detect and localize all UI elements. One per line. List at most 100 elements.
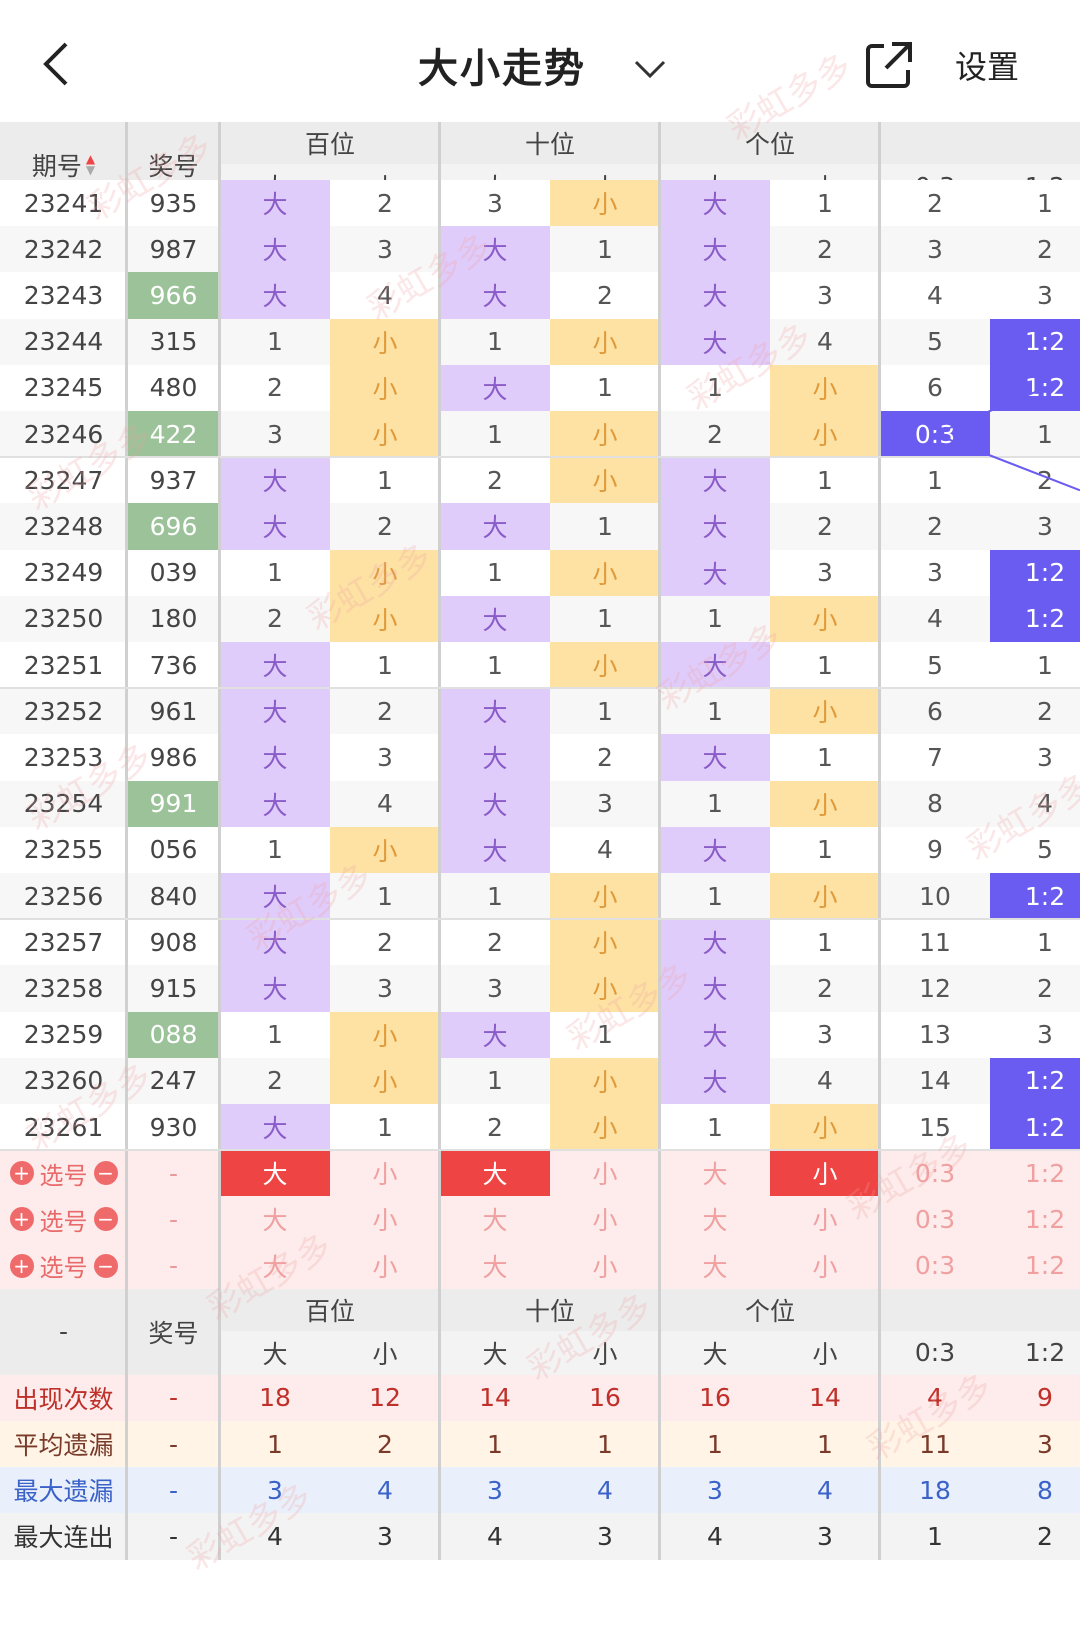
- trend-cell: 1: [330, 1104, 440, 1151]
- number-cell: 930: [127, 1104, 220, 1151]
- trend-cell: 大: [220, 272, 330, 319]
- trend-cell: 4: [330, 272, 440, 319]
- pick-toggle[interactable]: 小: [330, 1150, 440, 1197]
- chevron-down-icon[interactable]: [630, 48, 670, 88]
- footer-ratio-group: [880, 1288, 1080, 1331]
- stat-label: 平均遗漏: [0, 1421, 127, 1468]
- footer-ratio-header: 1:2: [990, 1330, 1080, 1375]
- trend-cell: 1: [440, 1057, 550, 1104]
- trend-cell: 1: [550, 364, 660, 411]
- pick-toggle[interactable]: 小: [770, 1242, 880, 1289]
- pick-ratio-toggle[interactable]: 1:2: [990, 1242, 1080, 1289]
- trend-cell: 大: [660, 226, 770, 273]
- stat-value: 3: [990, 1421, 1080, 1468]
- pick-toggle[interactable]: 小: [550, 1150, 660, 1197]
- issue-cell: 23249: [0, 549, 127, 596]
- trend-cell: 1: [220, 318, 330, 365]
- stat-value: 18: [880, 1467, 990, 1514]
- page-title[interactable]: 大小走势: [418, 46, 586, 92]
- remove-pick-icon[interactable]: −: [93, 1161, 118, 1186]
- remove-pick-icon[interactable]: −: [93, 1253, 118, 1278]
- number-cell: 915: [127, 965, 220, 1012]
- settings-button[interactable]: 设置: [955, 48, 1020, 86]
- issue-cell: 23241: [0, 180, 127, 227]
- trend-cell: 1: [660, 780, 770, 827]
- issue-cell: 23244: [0, 318, 127, 365]
- pick-toggle[interactable]: 小: [330, 1196, 440, 1243]
- pick-toggle[interactable]: 大: [660, 1242, 770, 1289]
- trend-cell: 1: [770, 734, 880, 781]
- ratio-cell: 3: [990, 734, 1080, 781]
- footer-group-header: 个位: [660, 1288, 880, 1331]
- pick-ratio-toggle[interactable]: 1:2: [990, 1150, 1080, 1197]
- pick-ratio-toggle[interactable]: 0:3: [880, 1150, 990, 1197]
- ratio-cell: 2: [880, 503, 990, 550]
- pick-toggle[interactable]: 大: [220, 1150, 330, 1197]
- back-arrow-icon[interactable]: [38, 40, 78, 88]
- issue-cell: 23252: [0, 688, 127, 735]
- trend-cell: 4: [770, 318, 880, 365]
- trend-cell: 小: [330, 1057, 440, 1104]
- sort-icon[interactable]: ▲ ▼: [85, 152, 96, 177]
- ratio-cell: 12: [880, 965, 990, 1012]
- add-pick-icon[interactable]: +: [9, 1161, 34, 1186]
- pick-toggle[interactable]: 小: [770, 1196, 880, 1243]
- footer-dash: -: [0, 1288, 127, 1375]
- pick-ratio-toggle[interactable]: 1:2: [990, 1196, 1080, 1243]
- pick-toggle[interactable]: 大: [440, 1242, 550, 1289]
- trend-cell: 2: [660, 411, 770, 458]
- ratio-cell: 3: [990, 1011, 1080, 1058]
- trend-cell: 1: [550, 1011, 660, 1058]
- ratio-cell: 4: [880, 272, 990, 319]
- add-pick-icon[interactable]: +: [9, 1253, 34, 1278]
- stat-value: 12: [330, 1374, 440, 1421]
- pick-toggle[interactable]: 小: [550, 1242, 660, 1289]
- trend-cell: 大: [660, 503, 770, 550]
- number-cell: 840: [127, 873, 220, 920]
- trend-cell: 小: [550, 457, 660, 504]
- trend-cell: 1: [440, 642, 550, 689]
- pick-toggle[interactable]: 大: [660, 1196, 770, 1243]
- trend-cell: 1: [550, 595, 660, 642]
- stat-value: 4: [440, 1513, 550, 1560]
- stat-value: -: [127, 1374, 220, 1421]
- trend-cell: 大: [440, 734, 550, 781]
- pick-ratio-toggle[interactable]: 0:3: [880, 1196, 990, 1243]
- trend-cell: 2: [770, 226, 880, 273]
- pick-toggle[interactable]: 大: [660, 1150, 770, 1197]
- issue-cell: 23254: [0, 780, 127, 827]
- ratio-cell: 8: [880, 780, 990, 827]
- pick-toggle[interactable]: 小: [330, 1242, 440, 1289]
- number-cell: 180: [127, 595, 220, 642]
- pick-row-label: + 选号 −: [0, 1196, 127, 1243]
- stat-value: 14: [440, 1374, 550, 1421]
- column-divider: [878, 122, 881, 1560]
- trend-cell: 大: [220, 226, 330, 273]
- stat-label: 最大遗漏: [0, 1467, 127, 1514]
- trend-cell: 小: [550, 873, 660, 920]
- stat-value: 4: [330, 1467, 440, 1514]
- remove-pick-icon[interactable]: −: [93, 1207, 118, 1232]
- issue-cell: 23260: [0, 1057, 127, 1104]
- pick-number-cell: -: [127, 1242, 220, 1289]
- share-icon[interactable]: [862, 38, 916, 92]
- trend-cell: 大: [660, 826, 770, 873]
- trend-cell: 3: [770, 272, 880, 319]
- stat-value: -: [127, 1421, 220, 1468]
- issue-cell: 23242: [0, 226, 127, 273]
- pick-ratio-toggle[interactable]: 0:3: [880, 1242, 990, 1289]
- pick-toggle[interactable]: 大: [220, 1196, 330, 1243]
- stat-value: 3: [660, 1467, 770, 1514]
- pick-toggle[interactable]: 小: [770, 1150, 880, 1197]
- number-cell: 908: [127, 919, 220, 966]
- add-pick-icon[interactable]: +: [9, 1207, 34, 1232]
- ratio-cell: 6: [880, 364, 990, 411]
- pick-toggle[interactable]: 大: [220, 1242, 330, 1289]
- pick-toggle[interactable]: 大: [440, 1150, 550, 1197]
- trend-cell: 3: [770, 549, 880, 596]
- pick-toggle[interactable]: 大: [440, 1196, 550, 1243]
- footer-small-header: 小: [770, 1330, 880, 1375]
- pick-toggle[interactable]: 小: [550, 1196, 660, 1243]
- trend-cell: 大: [440, 780, 550, 827]
- ratio-cell: 2: [990, 226, 1080, 273]
